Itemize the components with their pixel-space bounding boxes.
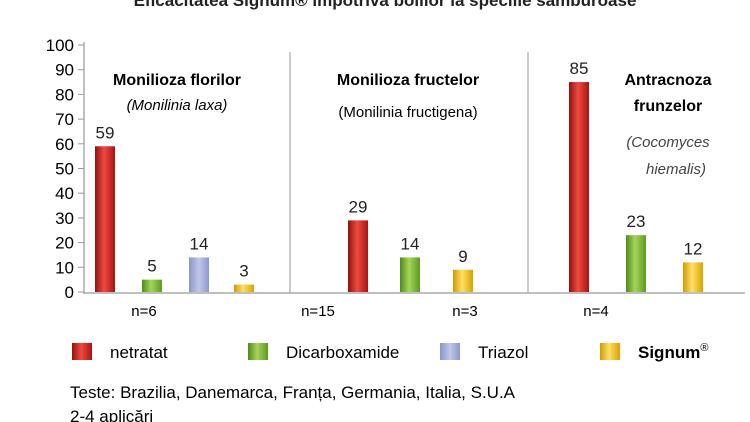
bar-value-label: 3	[239, 262, 248, 281]
bar-value-label: 12	[684, 239, 703, 258]
legend-swatch-netratat	[72, 343, 92, 360]
legend-label-signum-text: Signum	[638, 343, 700, 362]
group-3-subtitle-line-2: hiemalis)	[646, 161, 706, 178]
bar-group1-netratat	[95, 146, 115, 292]
bar-group1-signum	[234, 284, 254, 292]
bar-value-label: 5	[147, 257, 156, 276]
legend-swatch-dicarboxamide	[248, 343, 268, 360]
bar-value-label: 14	[401, 234, 420, 253]
bar-group3-dicarboxamide	[626, 235, 646, 292]
group-2-title: Monilioza fructelor	[337, 72, 479, 89]
chart-title: Eficacitatea Signum® împotriva bolilor l…	[134, 0, 637, 10]
group-3-subtitle-line-1: (Cocomyces	[626, 134, 710, 151]
group-3-title-line-1: Antracnoza	[624, 72, 711, 89]
y-tick-label: 10	[55, 258, 74, 277]
y-tick-label: 0	[65, 283, 74, 302]
n-label-group-3: n=4	[583, 303, 608, 320]
n-label-group-2b: n=3	[452, 303, 477, 320]
bars: 59 5 14 3 29 14 9 85 23 12	[95, 59, 703, 292]
legend: netratat Dicarboxamide Triazol Signum®	[72, 342, 708, 362]
footnote-line-1: Teste: Brazilia, Danemarca, Franța, Germ…	[70, 383, 516, 402]
bar-group1-triazol	[189, 257, 209, 292]
group-2-subtitle: (Monilinia fructigena)	[338, 104, 477, 121]
bar-value-label: 29	[349, 197, 368, 216]
bar-group2-netratat	[348, 220, 368, 292]
y-tick-label: 80	[55, 85, 74, 104]
y-tick-label: 60	[55, 135, 74, 154]
y-tick-label: 50	[55, 160, 74, 179]
bar-group3-signum	[683, 262, 703, 292]
bar-group1-dicarboxamide	[142, 279, 162, 292]
group-3-title-line-2: frunzelor	[634, 98, 702, 115]
bar-value-label: 9	[458, 247, 467, 266]
n-label-group-2a: n=15	[301, 303, 335, 320]
y-tick-label: 30	[55, 209, 74, 228]
n-label-group-1: n=6	[131, 303, 156, 320]
bar-group3-netratat	[569, 82, 589, 292]
y-tick-label: 100	[46, 36, 74, 55]
legend-label-netratat: netratat	[110, 343, 168, 362]
footnote-line-2: 2-4 aplicări	[70, 407, 153, 422]
bar-value-label: 85	[570, 59, 589, 78]
legend-swatch-signum	[600, 343, 620, 360]
y-tick-label: 70	[55, 110, 74, 129]
legend-swatch-triazol	[440, 343, 460, 360]
legend-label-signum: Signum®	[638, 342, 708, 362]
y-tick-label: 90	[55, 61, 74, 80]
legend-label-dicarboxamide: Dicarboxamide	[286, 343, 399, 362]
group-1-subtitle: (Monilinia laxa)	[127, 97, 228, 114]
legend-label-signum-reg: ®	[700, 342, 708, 354]
y-tick-label: 40	[55, 184, 74, 203]
y-axis-ticks: 0 10 20 30 40 50 60 70 80 90 100	[46, 36, 84, 302]
group-1-title: Monilioza florilor	[113, 72, 241, 89]
bar-group2-signum	[453, 269, 473, 292]
bar-group2-dicarboxamide	[400, 257, 420, 292]
legend-label-triazol: Triazol	[478, 343, 528, 362]
bar-value-label: 59	[96, 123, 115, 142]
bar-value-label: 23	[627, 212, 646, 231]
y-tick-label: 20	[55, 234, 74, 253]
bar-value-label: 14	[190, 234, 209, 253]
